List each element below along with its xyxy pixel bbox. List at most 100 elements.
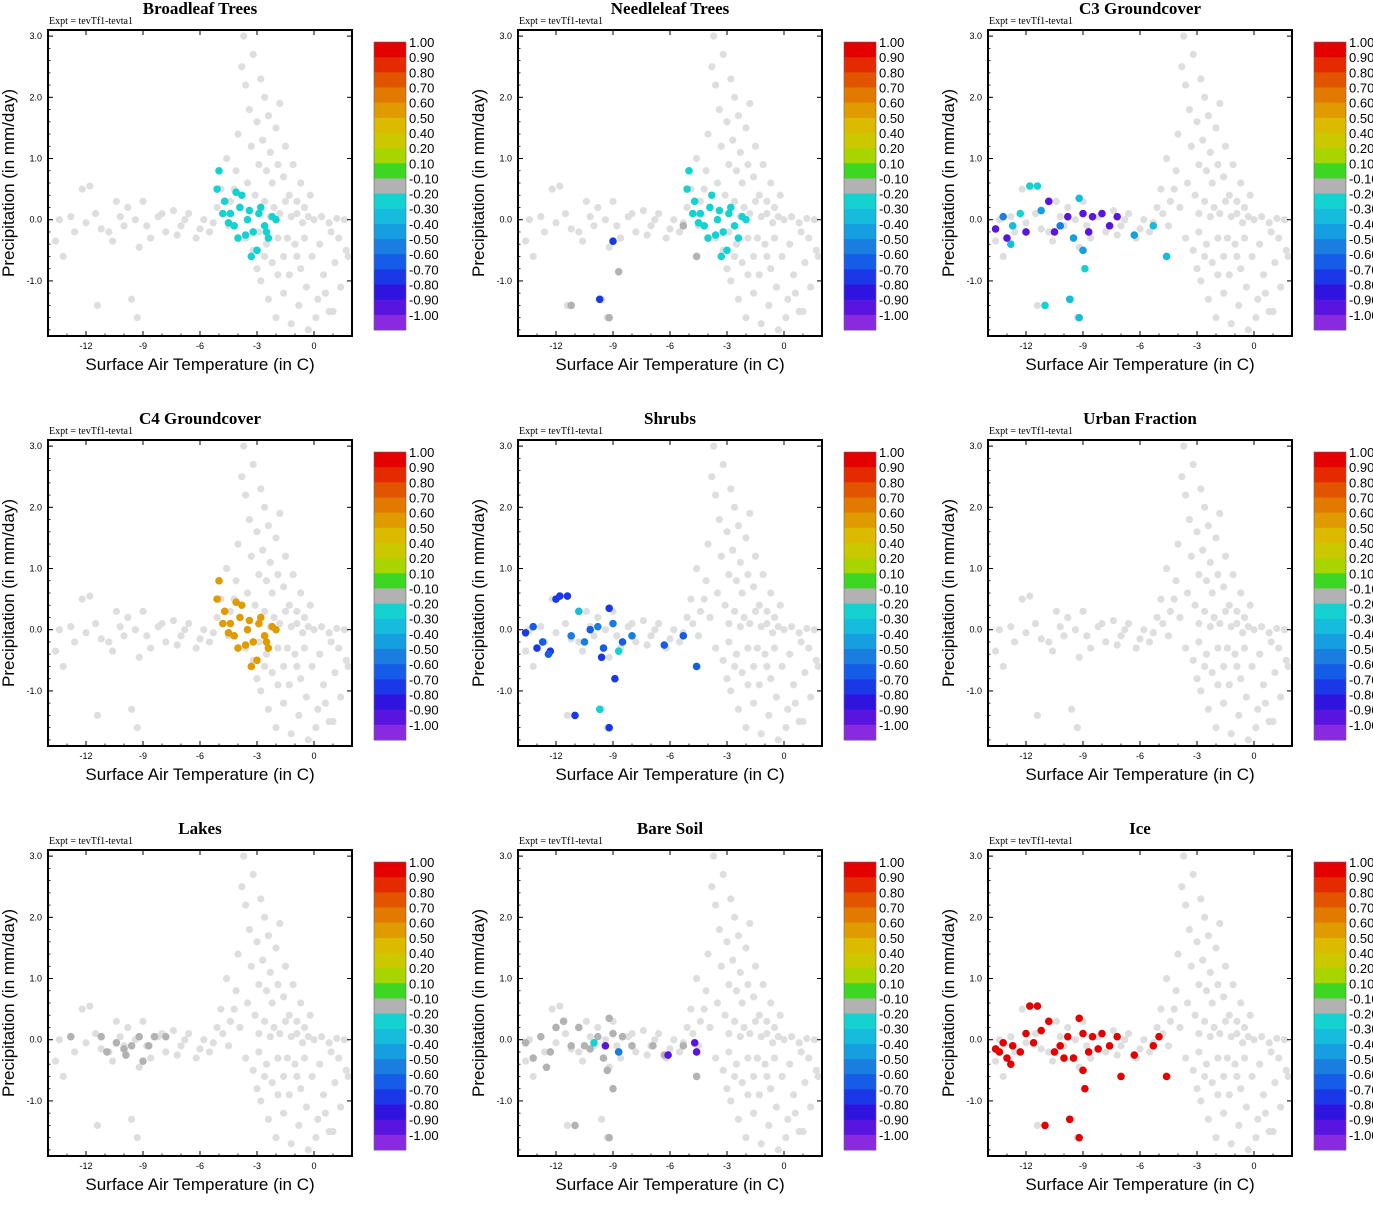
background-point (1256, 1060, 1264, 1068)
background-point (1102, 228, 1110, 236)
background-point (1220, 252, 1228, 261)
background-point (1166, 197, 1174, 205)
background-point (1208, 668, 1216, 677)
background-point (643, 1051, 651, 1059)
background-point (791, 699, 799, 707)
background-point (224, 1042, 233, 1050)
background-point (757, 730, 765, 738)
colorbar-bin (1314, 588, 1346, 605)
x-tick-label: -12 (79, 1161, 92, 1171)
background-point (731, 503, 739, 511)
colorbar-bin (374, 664, 406, 680)
background-point (613, 632, 621, 640)
background-point (1195, 638, 1203, 646)
background-point (780, 1036, 788, 1044)
colorbar-bin (374, 968, 406, 984)
background-point (729, 956, 737, 964)
background-point (249, 870, 257, 879)
background-point (295, 1121, 303, 1129)
colorbar-label: -0.90 (409, 293, 439, 308)
background-point (1256, 240, 1264, 248)
background-point (293, 252, 301, 261)
background-point (93, 1121, 101, 1129)
colorbar-bin (844, 922, 876, 939)
data-point (1075, 194, 1084, 203)
background-point (205, 228, 214, 236)
background-point (552, 1039, 560, 1047)
background-point (1201, 197, 1209, 205)
background-point (1254, 295, 1262, 303)
background-point (1259, 271, 1268, 279)
y-tick-label: -1.0 (496, 276, 512, 286)
background-point (814, 252, 822, 261)
y-tick-label: 3.0 (499, 441, 512, 451)
colorbar-bin (374, 709, 406, 726)
background-point (226, 607, 234, 615)
data-point (241, 231, 250, 239)
y-axis-label: Precipitation (in mm/day) (939, 909, 958, 1097)
y-tick-label: 3.0 (969, 31, 982, 41)
highlight-points (567, 166, 750, 322)
scatter-panel-c3-groundcover: C3 Groundcover Expt = tevTf1-tevta1 -12 -9-… (939, 0, 1373, 410)
background-point (1136, 1045, 1144, 1053)
background-point (1125, 1030, 1133, 1038)
background-point (1197, 1097, 1205, 1105)
data-point (1022, 1029, 1030, 1038)
background-point (1265, 629, 1273, 637)
background-point (1170, 1005, 1178, 1013)
scatter-panel-lakes: Lakes Expt = tevTf1-tevta1 -12 -9 -6 -3 0 -1.0 0… (0, 819, 440, 1230)
x-tick-label: -9 (139, 1161, 147, 1171)
background-point (78, 185, 86, 193)
background-point (770, 644, 779, 652)
colorbar: 1.000.900.800.700.600.500.400.200.10-0.1… (373, 35, 439, 331)
colorbar-label: 0.10 (409, 976, 434, 991)
background-point (1239, 1039, 1247, 1047)
colorbar-label: 0.40 (1349, 126, 1373, 141)
panel-title: Ice (1129, 819, 1151, 838)
background-point (1195, 981, 1203, 989)
x-tick-label: -3 (723, 1161, 731, 1171)
background-point (1225, 191, 1233, 199)
background-point (1214, 644, 1222, 652)
data-point (264, 644, 273, 652)
background-point (255, 1030, 263, 1038)
background-point (784, 1115, 792, 1123)
background-point (1225, 601, 1233, 609)
background-point (525, 216, 533, 224)
background-point (1193, 118, 1201, 126)
expt-label: Expt = tevTf1-tevta1 (49, 836, 133, 847)
background-point (767, 999, 775, 1007)
y-tick-label: -1.0 (966, 686, 982, 696)
background-point (702, 987, 710, 995)
colorbar-frame (373, 861, 407, 1151)
background-point (251, 191, 259, 199)
colorbar-label: -0.80 (1349, 688, 1373, 703)
background-point (1170, 185, 1178, 193)
background-point (268, 179, 276, 187)
background-point (1178, 63, 1186, 71)
colorbar-bin (374, 1104, 406, 1121)
background-point (1182, 901, 1190, 909)
background-point (1271, 1078, 1279, 1087)
x-axis-label: Surface Air Temperature (in C) (1025, 1175, 1254, 1194)
background-point (291, 1060, 299, 1068)
background-point (1223, 234, 1231, 242)
background-point (807, 1103, 815, 1111)
colorbar-bin (1314, 952, 1346, 969)
background-point (746, 99, 754, 108)
colorbar-bin (1314, 452, 1346, 468)
data-point (219, 619, 227, 628)
colorbar-bin (1314, 1043, 1346, 1060)
background-point (97, 635, 105, 643)
background-point (744, 571, 752, 579)
background-point (1022, 629, 1030, 637)
background-point (300, 1054, 309, 1062)
colorbar-label: -0.70 (409, 672, 439, 687)
background-point (1060, 632, 1068, 640)
background-point (797, 228, 805, 236)
data-point (618, 638, 627, 646)
background-point (59, 662, 67, 671)
background-point (1018, 1005, 1026, 1013)
